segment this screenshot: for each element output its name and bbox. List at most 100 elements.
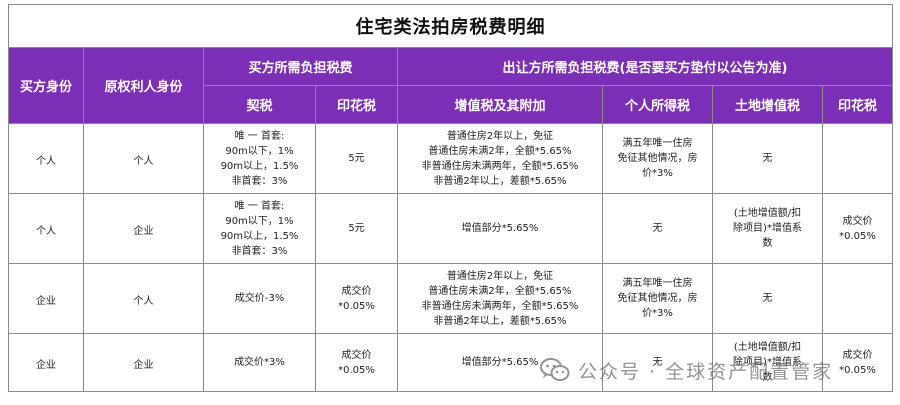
cell-owner: 个人 (83, 263, 204, 334)
tax-table-sheet: 住宅类法拍房税费明细 买方身份 原权利人身份 买方所需负担税费 出让方所需负担税… (8, 4, 893, 402)
header-deed-tax: 契税 (203, 85, 316, 124)
cell-line: 满五年唯一住房 (622, 138, 693, 149)
cell-line: 5元 (348, 223, 365, 234)
cell-line: 成交价 (842, 215, 873, 227)
cell-line: 普通住房未满2年，全额*5.65% (428, 145, 572, 157)
cell-line: 非首套：3% (231, 175, 288, 187)
header-stamp-tax-buyer: 印花税 (315, 85, 398, 124)
header-vat: 增值税及其附加 (397, 85, 603, 124)
header-owner-identity: 原权利人身份 (83, 47, 204, 124)
cell-line: 增值部分*5.65% (461, 357, 539, 368)
cell-line: 价*3% (642, 168, 673, 179)
cell-line: 免征其他情况，房 (617, 293, 698, 304)
wechat-icon (540, 358, 570, 381)
cell-line: 普通住房未满2年，全额*5.65% (428, 285, 572, 297)
cell-income: 满五年唯一住房 免征其他情况，房 价*3% (602, 123, 713, 194)
cell-stamp-buyer: 5元 (315, 123, 398, 194)
cell-line: 非首套：3% (231, 245, 288, 257)
cell-stamp-seller (822, 263, 893, 334)
cell-vat: 增值部分*5.65% (397, 333, 603, 392)
cell-text: 个人 (36, 155, 56, 167)
cell-text: 企业 (133, 225, 154, 237)
cell-line: 90m以下，1% (225, 215, 294, 227)
cell-line: 非普通住房未满两年，全额*5.65% (421, 300, 579, 312)
table-row: 企业 个人 成交价-3% 成交价 *0.05% 普通住房2年以上，免征 普通住房… (8, 263, 893, 334)
cell-deed: 唯 一 首套: 90m以下，1% 90m以上，1.5% 非首套：3% (203, 193, 316, 264)
cell-deed: 成交价-3% (203, 263, 316, 334)
cell-buyer: 企业 (8, 263, 84, 334)
cell-buyer: 个人 (8, 193, 84, 264)
cell-buyer: 企业 (8, 333, 84, 392)
cell-land: 无 (712, 263, 823, 334)
cell-line: *0.05% (338, 300, 375, 312)
cell-line: (土地增值额/扣 (733, 208, 802, 219)
cell-line: 无 (762, 153, 773, 164)
cell-deed: 成交价*3% (203, 333, 316, 392)
watermark: 公众号 · 全球资产配置管家 (540, 354, 833, 386)
cell-line: 成交价*3% (234, 357, 285, 368)
table-row: 个人 个人 唯 一 首套: 90m以下，1% 90m以上，1.5% 非首套：3%… (8, 123, 893, 194)
cell-deed: 唯 一 首套: 90m以下，1% 90m以上，1.5% 非首套：3% (203, 123, 316, 194)
header-seller-taxes: 出让方所需负担税费(是否要买方垫付以公告为准) (397, 47, 893, 86)
cell-line: (土地增值额/扣 (733, 342, 802, 353)
header-stamp-tax-seller: 印花税 (822, 85, 893, 124)
cell-text: 个人 (133, 295, 154, 307)
cell-line: 非普通2年以上，差额*5.65% (433, 175, 567, 187)
cell-buyer: 个人 (8, 123, 84, 194)
cell-owner: 个人 (83, 123, 204, 194)
cell-line: 无 (652, 357, 663, 368)
cell-income: 无 (602, 333, 713, 392)
cell-text: 企业 (133, 359, 154, 371)
cell-line: 数 (762, 238, 773, 249)
cell-text: 企业 (36, 359, 56, 371)
cell-line: 90m以上，1.5% (220, 160, 299, 172)
cell-line: 无 (652, 223, 663, 234)
cell-line: 唯 一 首套: (234, 130, 285, 142)
cell-stamp-buyer: 5元 (315, 193, 398, 264)
cell-line: 免征其他情况，房 (617, 153, 698, 164)
cell-line: 价*3% (642, 308, 673, 319)
cell-stamp-seller (822, 123, 893, 194)
cell-line: 除项目)*增值系 (733, 357, 802, 368)
cell-stamp-buyer: 成交价 *0.05% (315, 333, 398, 392)
header-buyer-identity: 买方身份 (8, 47, 84, 124)
cell-owner: 企业 (83, 333, 204, 392)
cell-line: 无 (762, 293, 773, 304)
tax-table: 住宅类法拍房税费明细 买方身份 原权利人身份 买方所需负担税费 出让方所需负担税… (8, 4, 893, 392)
table-row: 个人 企业 唯 一 首套: 90m以下，1% 90m以上，1.5% 非首套：3%… (8, 193, 893, 264)
cell-line: 成交价 (341, 285, 372, 297)
cell-stamp-seller: 成交价 *0.05% (822, 333, 893, 392)
cell-line: *0.05% (839, 364, 876, 376)
table-title: 住宅类法拍房税费明细 (8, 4, 893, 48)
header-buyer-taxes: 买方所需负担税费 (203, 47, 398, 86)
cell-line: 普通住房2年以上，免征 (446, 130, 554, 142)
cell-line: 数 (762, 372, 773, 383)
table-row: 企业 企业 成交价*3% 成交价 *0.05% 增值部分*5.65% 无 (土地… (8, 333, 893, 392)
cell-vat: 普通住房2年以上，免征 普通住房未满2年，全额*5.65% 非普通住房未满两年，… (397, 263, 603, 334)
header-land-vat: 土地增值税 (712, 85, 823, 124)
cell-line: *0.05% (338, 364, 375, 376)
cell-line: 唯 一 首套: (234, 200, 285, 212)
cell-income: 无 (602, 193, 713, 264)
cell-line: 非普通住房未满两年，全额*5.65% (421, 160, 579, 172)
cell-vat: 增值部分*5.65% (397, 193, 603, 264)
cell-line: *0.05% (839, 230, 876, 242)
cell-land: (土地增值额/扣 除项目)*增值系 数 (712, 193, 823, 264)
cell-line: 增值部分*5.65% (461, 223, 539, 234)
cell-line: 普通住房2年以上，免征 (446, 270, 554, 282)
cell-line: 满五年唯一住房 (622, 278, 693, 289)
cell-line: 5元 (348, 153, 365, 164)
cell-land: 无 (712, 123, 823, 194)
cell-owner: 企业 (83, 193, 204, 264)
cell-line: 90m以上，1.5% (220, 230, 299, 242)
cell-text: 个人 (36, 225, 56, 237)
cell-vat: 普通住房2年以上，免征 普通住房未满2年，全额*5.65% 非普通住房未满两年，… (397, 123, 603, 194)
cell-text: 企业 (36, 295, 56, 307)
cell-stamp-buyer: 成交价 *0.05% (315, 263, 398, 334)
cell-line: 除项目)*增值系 (733, 223, 802, 234)
cell-line: 成交价-3% (234, 293, 285, 304)
cell-text: 个人 (133, 155, 154, 167)
header-income-tax: 个人所得税 (602, 85, 713, 124)
cell-income: 满五年唯一住房 免征其他情况，房 价*3% (602, 263, 713, 334)
cell-line: 成交价 (341, 349, 372, 361)
